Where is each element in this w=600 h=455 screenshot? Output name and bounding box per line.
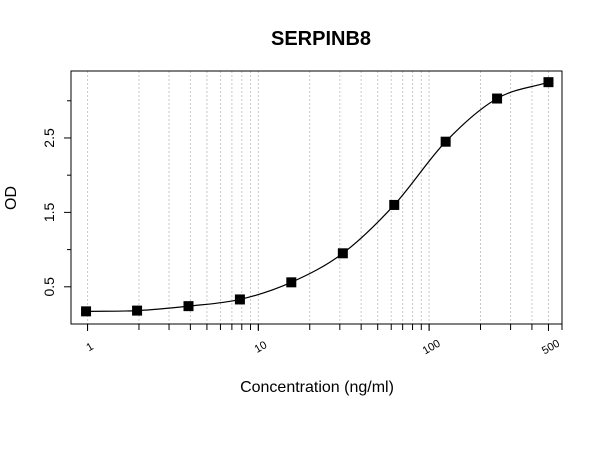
data-point — [132, 305, 143, 316]
y-tick-label: 1.5 — [41, 202, 57, 222]
data-point — [492, 93, 503, 104]
data-point — [389, 199, 400, 210]
data-point — [543, 77, 554, 88]
x-tick-label: 100 — [421, 338, 443, 358]
data-point — [286, 277, 297, 288]
plot-frame — [70, 70, 563, 325]
fit-curve-layer — [86, 81, 549, 312]
y-axis-label: OD — [3, 186, 20, 210]
data-point — [234, 294, 245, 305]
x-tick-label: 500 — [540, 338, 562, 358]
data-point — [337, 248, 348, 259]
x-tick-label: 10 — [253, 339, 270, 356]
chart-title: SERPINB8 — [271, 28, 371, 50]
data-point — [440, 136, 451, 147]
grid-layer — [87, 71, 563, 324]
x-tick-label: 1 — [84, 341, 95, 354]
y-tick-label: 2.5 — [41, 128, 57, 148]
data-point — [183, 301, 194, 312]
axis-layer: 1 10 100 500 0.5 1.5 2.5 — [41, 100, 563, 358]
data-point — [81, 306, 92, 317]
data-points-layer — [81, 77, 554, 317]
x-axis-label: Concentration (ng/ml) — [240, 379, 394, 396]
fit-curve — [86, 81, 549, 312]
y-tick-label: 0.5 — [41, 277, 57, 297]
